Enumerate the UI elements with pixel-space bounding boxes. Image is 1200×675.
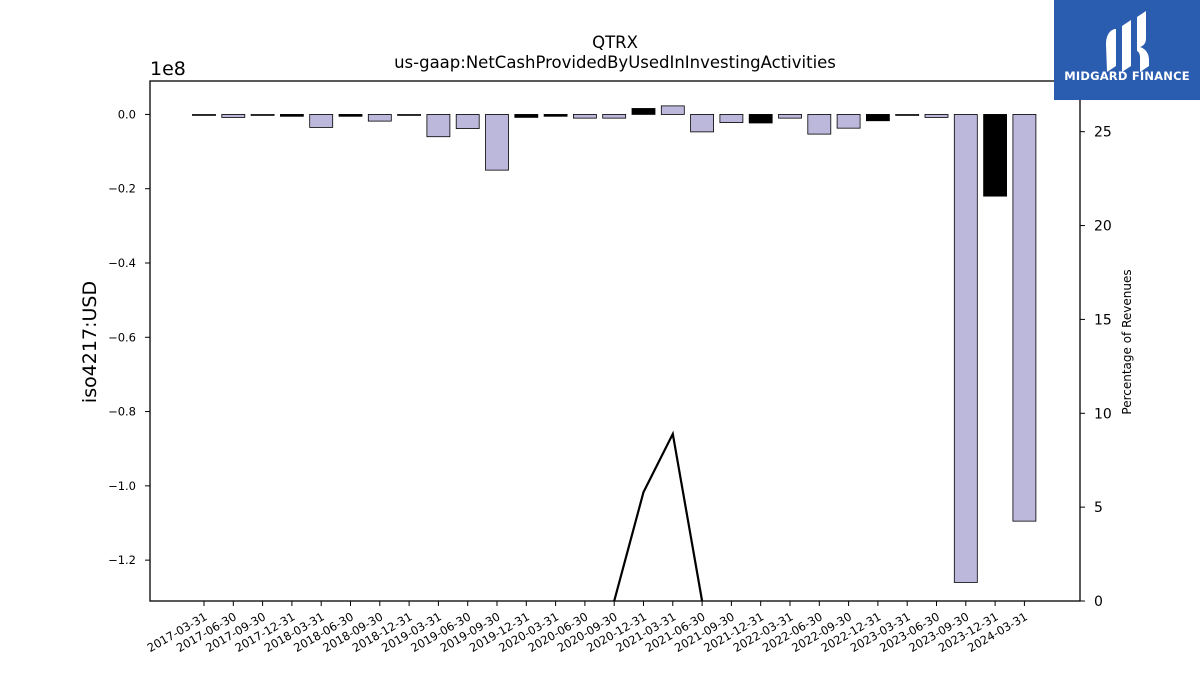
midgard-finance-logo: MIDGARD FINANCE — [1054, 0, 1200, 100]
y2-tick-label: 10 — [1094, 406, 1112, 422]
bar-2020-03-31 — [543, 114, 568, 117]
chart-title: QTRX — [592, 33, 638, 52]
y-offset-label: 1e8 — [150, 58, 186, 80]
bar-2020-09-30 — [602, 114, 627, 119]
bar-2023-03-31 — [895, 114, 920, 116]
y-tick-label: −0.4 — [108, 256, 136, 270]
bar-2019-12-31 — [514, 114, 539, 118]
bar-2022-09-30 — [836, 114, 861, 129]
bar-2020-12-31 — [631, 108, 656, 115]
y-tick-label: −0.6 — [108, 330, 136, 344]
bar-2017-12-31 — [279, 114, 304, 117]
bar-2018-03-31 — [309, 114, 334, 128]
bar-2023-12-31 — [983, 114, 1007, 197]
plot-area-frame — [149, 80, 1081, 602]
y-tick-label: −0.2 — [108, 182, 136, 196]
bar-2018-09-30 — [367, 114, 392, 122]
bar-2021-12-31 — [748, 114, 773, 124]
bar-2021-06-30 — [690, 114, 714, 133]
bar-2018-12-31 — [397, 114, 422, 116]
bar-2017-06-30 — [221, 114, 246, 118]
logo-mark-icon — [1106, 11, 1149, 72]
y2-tick-label: 25 — [1094, 125, 1112, 141]
revenue-percentage-line — [613, 430, 704, 602]
logo-text: MIDGARD FINANCE — [1064, 69, 1190, 83]
bar-2022-12-31 — [866, 114, 890, 122]
y2-tick-label: 20 — [1094, 219, 1112, 235]
chart-subtitle: us-gaap:NetCashProvidedByUsedInInvesting… — [394, 53, 836, 72]
y-tick-label: 0.0 — [118, 107, 136, 121]
bar-2024-03-31 — [1012, 114, 1037, 522]
y-tick-label: −0.8 — [108, 405, 136, 419]
bar-2023-06-30 — [924, 114, 949, 118]
bar-2021-03-31 — [660, 105, 685, 115]
bar-2019-09-30 — [485, 114, 509, 171]
bar-2019-03-31 — [426, 114, 451, 138]
bar-2022-03-31 — [778, 114, 802, 119]
y2-tick-label: 0 — [1094, 594, 1103, 610]
y-axis-label: iso4217:USD — [79, 281, 101, 403]
y2-tick-label: 15 — [1094, 312, 1112, 328]
bar-2017-03-31 — [192, 114, 216, 116]
bar-2017-09-30 — [250, 114, 275, 116]
bar-2019-06-30 — [455, 114, 480, 129]
y2-axis-label: Percentage of Revenues — [1120, 269, 1134, 414]
bar-2022-06-30 — [807, 114, 832, 135]
y2-tick-label: 5 — [1094, 500, 1103, 516]
bar-2020-06-30 — [573, 114, 597, 119]
bar-2018-06-30 — [338, 114, 363, 117]
bar-2023-09-30 — [953, 114, 978, 583]
bar-2021-09-30 — [719, 114, 744, 124]
y-tick-label: −1.0 — [108, 479, 136, 493]
y-tick-label: −1.2 — [108, 553, 136, 567]
